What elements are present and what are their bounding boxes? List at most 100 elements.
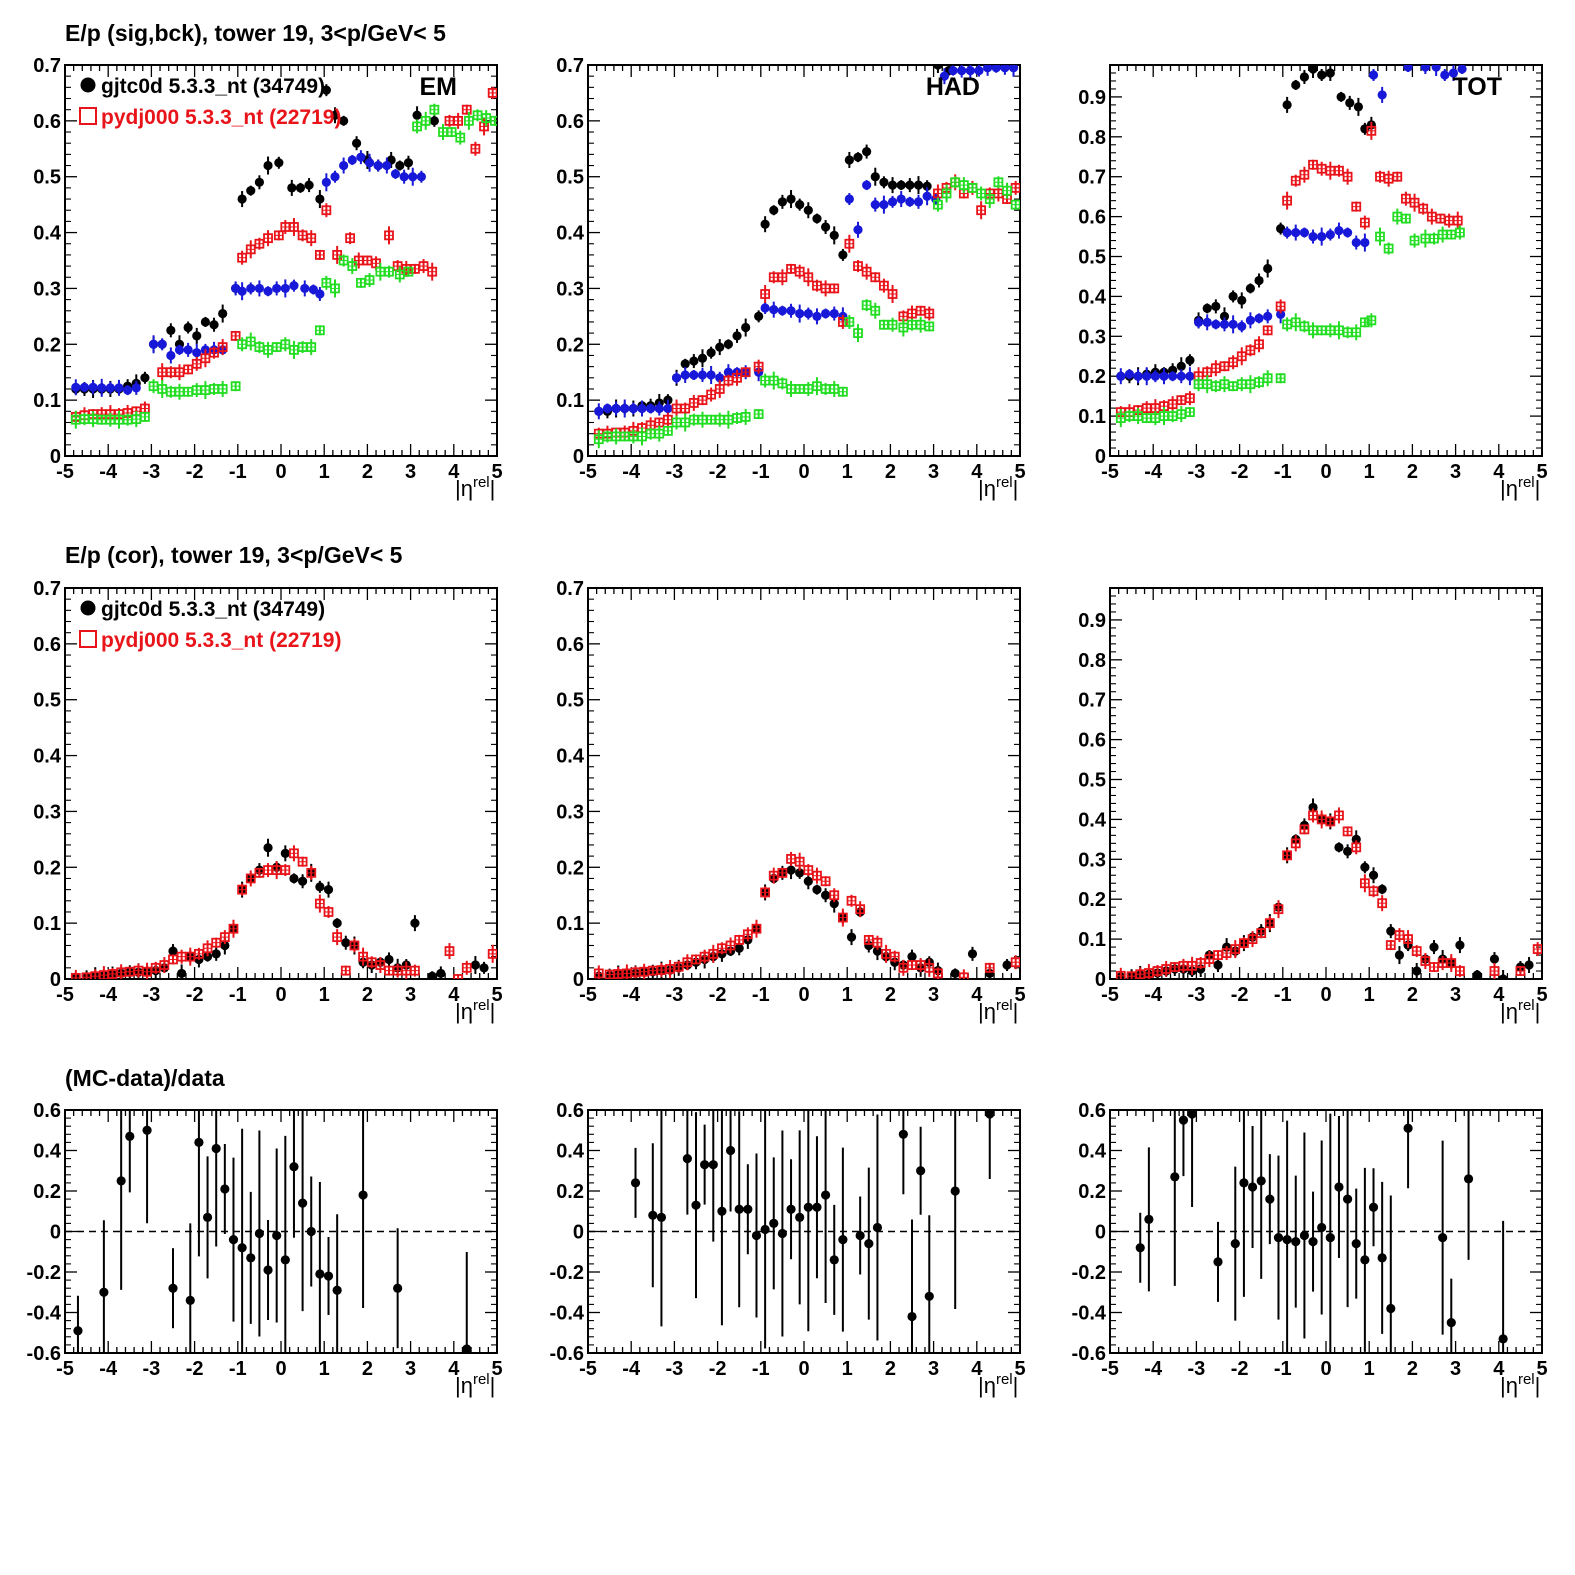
data-point [769,1218,779,1228]
data-point [105,383,115,393]
data-point [1170,1172,1180,1182]
data-point [1168,371,1178,381]
data-point [274,158,284,168]
panel-label: EM [420,73,458,101]
data-point [706,348,716,358]
data-point [289,281,299,291]
x-tick-label: 5 [491,461,502,483]
y-tick-label: 0 [573,1222,584,1244]
data-point [403,158,414,168]
data-point [202,1212,213,1222]
y-tick-label: 0.1 [33,390,61,412]
data-point [123,385,133,395]
x-tick-label: 3 [1450,984,1461,1006]
x-axis-label: |ηrel| [455,997,495,1024]
data-point [1124,369,1135,379]
data-point [706,370,716,380]
data-point [680,370,690,380]
x-tick-label: 2 [362,461,373,483]
data-point [769,305,779,315]
data-point [1403,1123,1413,1133]
data-point [594,406,604,416]
x-tick-label: 4 [971,461,983,483]
x-tick-label: -3 [143,1358,161,1380]
data-point [939,71,950,81]
data-point [1228,291,1238,302]
data-point [1142,371,1152,381]
data-point [864,1239,874,1249]
y-tick-label: 0 [50,969,61,991]
y-tick-label: 0.5 [556,167,584,189]
data-point [192,331,202,341]
y-tick-label: -0.6 [1072,1343,1106,1365]
data-point [1412,966,1422,976]
x-tick-label: 1 [842,461,853,483]
data-point [846,932,857,942]
y-tick-label: -0.6 [27,1343,61,1365]
y-tick-label: 0.9 [1078,610,1106,632]
series-0 [1135,1110,1508,1353]
x-tick-label: -5 [579,461,597,483]
y-tick-label: 0.3 [1078,849,1106,871]
data-point [1133,371,1143,381]
data-point [741,322,751,333]
legend-mc-label: pydj000 5.3.3_nt (22719) [101,106,341,129]
y-tick-label: -0.4 [27,1303,62,1325]
data-point [1116,371,1126,381]
data-point [1308,1237,1318,1247]
y-tick-label: 0 [1095,1222,1106,1244]
series-2 [70,86,497,424]
panel-cor-em: -5 -4 -3 -2 -1 0 1 2 3 4 5 0 0.1 0.2 0.3 0.4 0.5 0.6 0.7 |η… [33,578,502,1024]
x-tick-label: -2 [709,461,727,483]
data-point [803,1202,813,1212]
data-point [254,283,264,294]
data-point [732,331,742,341]
y-tick-label: 0.3 [556,278,584,300]
x-tick-label: 5 [1014,984,1025,1006]
panel-sigbck-had: -5 -4 -3 -2 -1 0 1 2 3 4 5 0 0.1 0.2 0.3 0.4 0.5 0.6 0.7 |η… [556,55,1025,501]
data-point [384,954,394,965]
row-title-ratio: (MC-data)/data [65,1065,225,1091]
data-point [131,383,141,393]
data-point [185,1295,195,1305]
data-point [1245,283,1255,294]
data-point [715,373,725,383]
data-point [254,1228,264,1239]
panel-sigbck-em: -5 -4 -3 -2 -1 0 1 2 3 4 5 0 0.1 0.2 0.3 0.4 0.5 0.6 0.7 |η… [33,55,502,501]
x-tick-label: 4 [971,1358,983,1380]
x-tick-label: -4 [1144,1358,1163,1380]
legend-data-label: gjtc0d 5.3.3_nt (34749) [101,75,325,98]
data-point [321,177,331,187]
data-point [725,1145,736,1156]
data-point [298,1198,308,1208]
data-point [436,968,446,979]
y-tick-label: 0 [50,446,61,468]
x-tick-label: -3 [1188,461,1206,483]
data-point [838,250,848,260]
y-tick-label: -0.6 [550,1343,584,1365]
data-point [803,876,813,886]
x-tick-label: -5 [56,984,74,1006]
data-point [1008,65,1019,73]
data-point [933,65,943,70]
x-tick-label: 1 [1364,1358,1375,1380]
data-point [410,918,420,928]
data-point [689,356,699,366]
data-point [1438,1232,1448,1243]
y-tick-label: 0.4 [33,223,62,245]
data-point [1254,313,1264,323]
row-title-cor: E/p (cor), tower 19, 3<p/GeV< 5 [65,542,403,568]
data-point [879,200,889,210]
y-tick-label: 0.6 [556,634,584,656]
data-point [795,308,805,319]
x-tick-label: 3 [1450,461,1461,483]
data-point [1317,1222,1327,1233]
y-tick-label: 0 [1095,446,1106,468]
data-point [1245,315,1255,325]
data-point [872,1222,883,1233]
data-point [246,1253,256,1263]
x-axis-label: |ηrel| [455,1371,495,1398]
y-tick-label: 0.7 [33,578,61,600]
data-point [427,971,437,979]
